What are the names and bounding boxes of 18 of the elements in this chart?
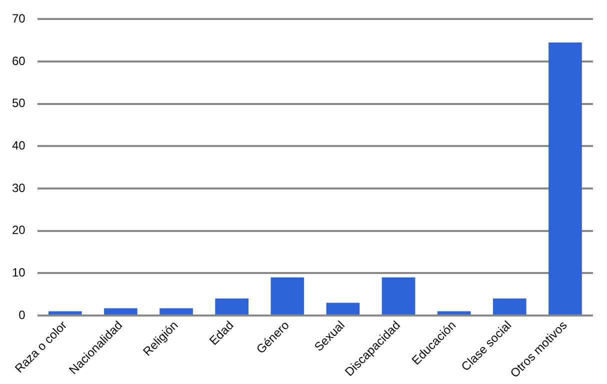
bar	[548, 42, 582, 314]
bar	[48, 311, 82, 314]
bar	[382, 277, 416, 314]
bar	[437, 311, 471, 314]
bar	[326, 302, 360, 314]
bar	[104, 308, 138, 314]
bar	[492, 298, 526, 314]
bar	[160, 308, 193, 314]
y-tick-label: 30	[12, 180, 26, 195]
y-tick-label: 70	[12, 12, 26, 26]
bar	[270, 277, 304, 314]
y-tick-label: 0	[18, 308, 26, 322]
y-tick-label: 10	[12, 265, 26, 280]
y-tick-label: 60	[12, 54, 26, 68]
bar	[215, 298, 248, 314]
y-tick-label: 50	[12, 96, 26, 110]
y-tick-label: 20	[12, 223, 26, 238]
y-tick-label: 40	[12, 138, 26, 152]
